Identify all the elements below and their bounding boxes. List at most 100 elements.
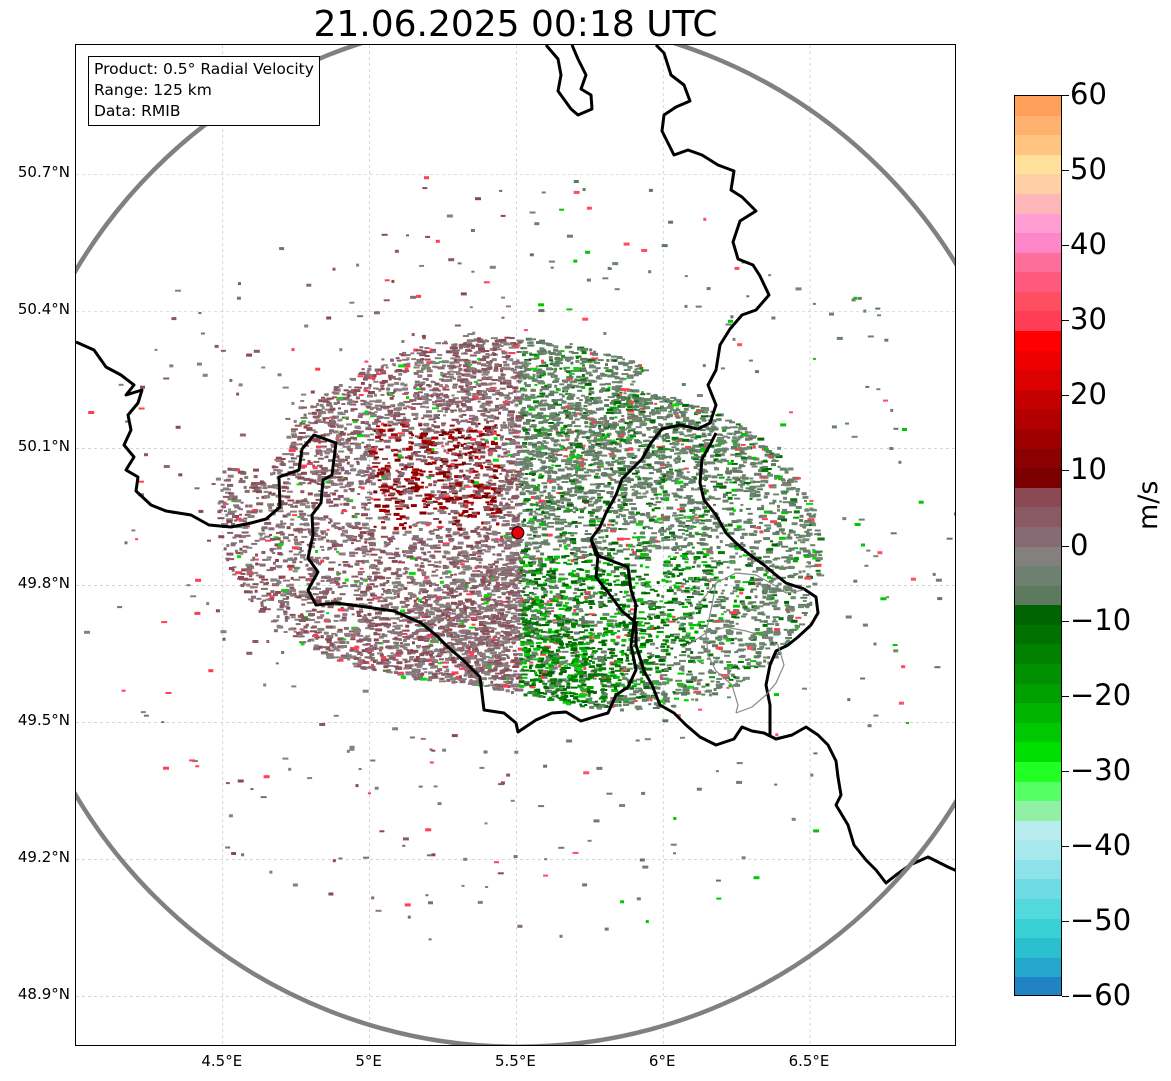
echo-pixel — [562, 533, 566, 537]
echo-pixel — [341, 403, 346, 405]
echo-pixel — [509, 589, 514, 592]
echo-pixel — [480, 544, 488, 548]
echo-pixel — [627, 413, 635, 416]
echo-pixel — [614, 703, 619, 707]
echo-pixel — [547, 584, 552, 587]
echo-pixel — [285, 495, 291, 499]
echo-pixel — [458, 502, 466, 505]
echo-pixel — [722, 429, 727, 432]
echo-pixel — [467, 479, 472, 483]
echo-pixel — [745, 596, 752, 600]
echo-pixel — [747, 602, 753, 605]
echo-pixel — [362, 603, 368, 607]
echo-pixel — [561, 527, 565, 530]
echo-pixel — [392, 422, 399, 425]
echo-pixel — [580, 357, 588, 361]
echo-pixel — [582, 364, 585, 367]
echo-pixel — [509, 544, 517, 548]
echo-pixel — [455, 359, 460, 363]
echo-pixel — [600, 442, 608, 446]
echo-pixel — [410, 476, 417, 480]
echo-pixel — [777, 508, 780, 512]
echo-pixel — [419, 470, 426, 473]
echo-pixel — [639, 366, 644, 370]
echo-pixel — [324, 618, 330, 621]
echo-pixel — [557, 434, 564, 437]
echo-pixel — [465, 436, 472, 440]
echo-pixel — [667, 620, 675, 623]
echo-pixel — [522, 619, 526, 623]
echo-pixel — [527, 395, 533, 399]
echo-pixel — [803, 535, 811, 537]
echo-pixel — [302, 518, 308, 521]
echo-pixel — [374, 419, 380, 422]
echo-pixel — [659, 613, 666, 616]
echo-pixel — [630, 462, 636, 465]
echo-pixel — [545, 689, 552, 693]
echo-pixel — [663, 698, 667, 701]
echo-pixel — [623, 537, 631, 540]
echo-pixel — [391, 395, 395, 398]
echo-pixel — [537, 513, 544, 516]
echo-pixel — [444, 340, 447, 343]
echo-pixel — [226, 518, 234, 522]
echo-pixel — [506, 681, 513, 683]
echo-pixel — [657, 493, 662, 496]
echo-pixel — [532, 373, 536, 377]
echo-pixel — [681, 532, 685, 535]
echo-pixel — [523, 438, 528, 441]
echo-pixel — [508, 592, 513, 596]
echo-pixel — [489, 420, 495, 423]
echo-pixel — [489, 408, 495, 412]
echo-pixel — [319, 591, 325, 595]
echo-pixel — [405, 671, 413, 674]
echo-pixel — [565, 643, 571, 646]
echo-pixel — [646, 652, 652, 655]
echo-pixel — [775, 623, 780, 627]
echo-pixel — [414, 361, 422, 364]
echo-pixel — [280, 593, 287, 597]
echo-pixel — [607, 599, 613, 603]
echo-pixel — [441, 403, 448, 406]
echo-pixel — [498, 651, 502, 655]
echo-pixel — [570, 453, 575, 456]
echo-pixel — [718, 617, 724, 621]
echo-pixel — [580, 664, 586, 668]
echo-pixel — [592, 458, 599, 460]
echo-pixel — [695, 411, 702, 415]
echo-pixel — [625, 669, 631, 672]
radar-map[interactable] — [75, 44, 956, 1046]
echo-pixel — [351, 388, 354, 392]
echo-pixel — [774, 566, 781, 569]
echo-pixel — [477, 430, 483, 434]
echo-pixel — [433, 544, 441, 547]
echo-pixel — [380, 385, 384, 389]
echo-pixel — [390, 572, 397, 576]
echo-pixel — [394, 411, 400, 415]
echo-pixel — [679, 638, 686, 641]
echo-pixel — [493, 540, 499, 543]
echo-pixel — [477, 383, 482, 387]
echo-pixel — [625, 654, 630, 657]
echo-pixel — [566, 682, 571, 686]
echo-pixel — [339, 619, 347, 622]
echo-pixel — [439, 672, 443, 675]
echo-pixel — [738, 555, 742, 558]
echo-pixel — [694, 513, 698, 516]
echo-pixel — [394, 589, 401, 593]
echo-pixel — [565, 691, 572, 695]
echo-pixel — [680, 413, 686, 417]
echo-pixel — [687, 434, 694, 437]
echo-pixel — [808, 524, 814, 526]
echo-pixel — [634, 490, 639, 494]
echo-pixel — [394, 500, 401, 504]
echo-pixel — [665, 559, 669, 562]
echo-pixel — [476, 526, 481, 528]
echo-pixel — [763, 495, 768, 499]
echo-pixel — [673, 556, 677, 559]
echo-pixel — [425, 414, 433, 418]
map-title: 21.06.2025 00:18 UTC — [313, 4, 718, 45]
echo-pixel — [549, 359, 553, 362]
echo-pixel — [646, 392, 651, 395]
echo-pixel — [731, 625, 735, 627]
